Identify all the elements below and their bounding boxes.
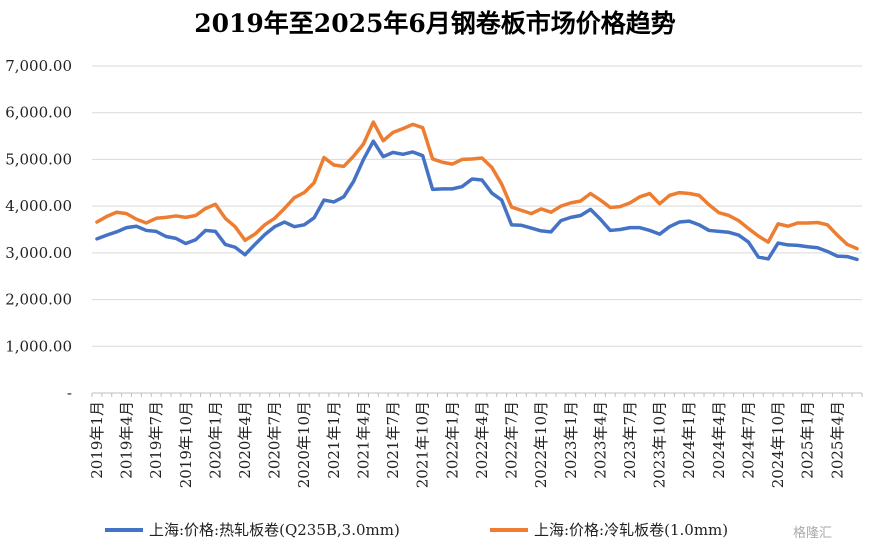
x-tick-label: 2020年1月 (206, 401, 224, 479)
x-tick-label: 2020年4月 (236, 401, 254, 479)
x-tick-label: 2019年4月 (118, 401, 136, 479)
legend-swatch-cold-rolled (490, 527, 528, 532)
x-tick-label: 2022年4月 (473, 401, 491, 479)
gridlines (92, 65, 862, 347)
legend-label-cold-rolled: 上海:价格:冷轧板卷(1.0mm) (534, 521, 729, 539)
x-tick-label: 2022年1月 (443, 401, 461, 479)
x-tick-label: 2022年10月 (532, 401, 550, 488)
x-tick-label: 2019年1月 (88, 401, 106, 479)
x-tick-label: 2020年7月 (266, 401, 284, 479)
y-tick-label: 5,000.00 (5, 150, 72, 168)
x-tick-label: 2019年7月 (147, 401, 165, 479)
x-tick-label: 2024年7月 (739, 401, 757, 479)
chart-title: 2019年至2025年6月钢卷板市场价格趋势 (194, 9, 676, 38)
x-tick-label: 2021年10月 (414, 401, 432, 488)
x-tick-label: 2023年1月 (562, 401, 580, 479)
y-tick-label: 6,000.00 (5, 104, 72, 122)
x-tick-label: 2025年1月 (799, 401, 817, 479)
series-line-hot-rolled (95, 139, 859, 262)
watermark-text: 格隆汇 (793, 526, 833, 541)
x-tick-label: 2023年7月 (621, 401, 639, 479)
series-line-cold-rolled (95, 120, 859, 251)
y-tick-label: 2,000.00 (5, 291, 72, 309)
line-chart: - 1,000.00 2,000.00 3,000.00 4,000.00 5,000.0… (5, 57, 863, 488)
legend-item-hot-rolled: 上海:价格:热轧板卷(Q235B,3.0mm) (105, 519, 400, 540)
x-tick-label: 2021年1月 (325, 401, 343, 479)
y-axis-tick-labels: - 1,000.00 2,000.00 3,000.00 4,000.00 5,000.0… (5, 57, 72, 402)
x-tick-label: 2021年4月 (354, 401, 372, 479)
y-tick-label: - (67, 384, 72, 402)
x-tick-label: 2024年1月 (680, 401, 698, 479)
x-tick-label: 2025年4月 (828, 401, 846, 479)
x-tick-label: 2024年4月 (710, 401, 728, 479)
series-lines (95, 120, 859, 262)
y-tick-label: 1,000.00 (5, 337, 72, 355)
legend-swatch-hot-rolled (105, 527, 143, 532)
y-tick-label: 4,000.00 (5, 197, 72, 215)
x-tick-label: 2022年7月 (503, 401, 521, 479)
x-tick-label: 2024年10月 (769, 401, 787, 488)
x-tick-label: 2023年4月 (591, 401, 609, 479)
x-tick-label: 2019年10月 (177, 401, 195, 488)
x-tick-label: 2023年10月 (651, 401, 669, 488)
x-tick-label: 2021年7月 (384, 401, 402, 479)
legend-label-hot-rolled: 上海:价格:热轧板卷(Q235B,3.0mm) (149, 521, 400, 539)
x-tick-label: 2020年10月 (295, 401, 313, 488)
y-tick-label: 7,000.00 (5, 57, 72, 75)
x-axis: 2019年1月 2019年4月 2019年7月 2019年10月 2020年1月 2020… (88, 392, 863, 488)
y-tick-label: 3,000.00 (5, 244, 72, 262)
legend-item-cold-rolled: 上海:价格:冷轧板卷(1.0mm) (490, 519, 728, 540)
